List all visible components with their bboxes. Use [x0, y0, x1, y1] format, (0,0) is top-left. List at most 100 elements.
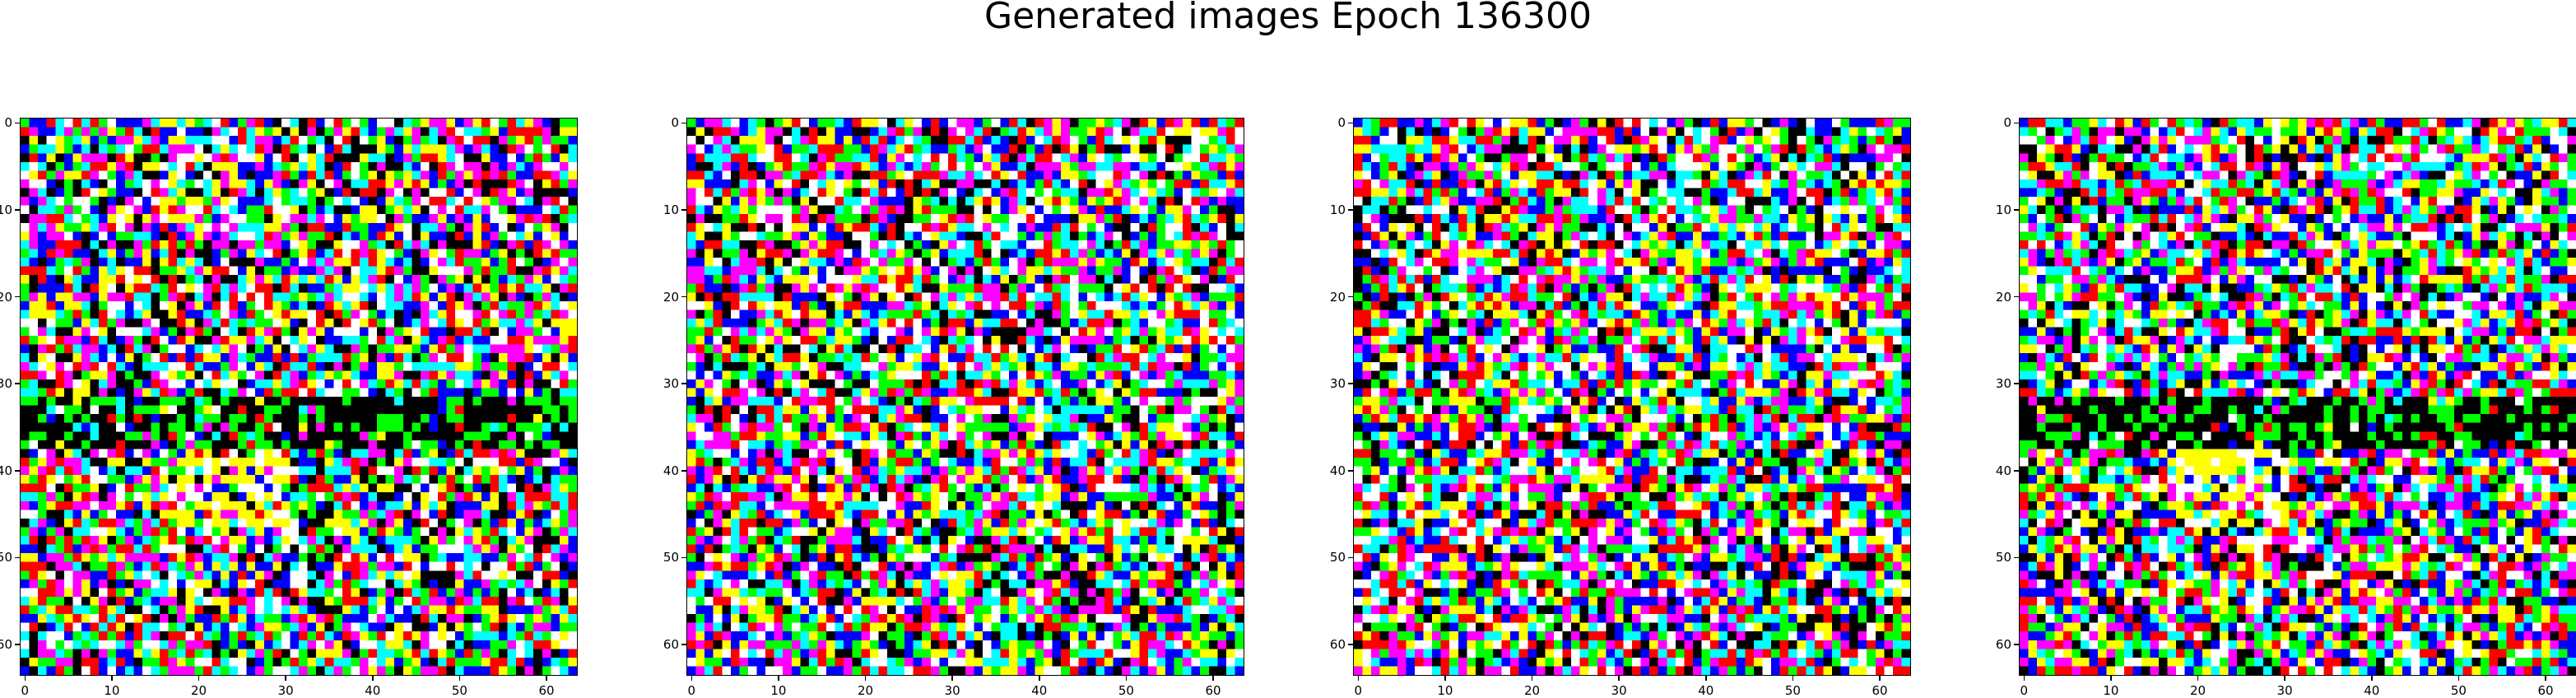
y-tick-label: 40	[663, 463, 679, 478]
y-tick-label: 20	[1329, 289, 1346, 305]
generated-image-2	[687, 119, 1244, 675]
x-tick-mark	[1444, 675, 1446, 681]
x-tick-label: 50	[451, 683, 467, 698]
x-tick-label: 50	[1784, 683, 1801, 698]
y-tick-label: 40	[1995, 463, 2011, 478]
y-tick-mark	[15, 644, 21, 645]
y-tick-mark	[681, 556, 687, 559]
x-tick-label: 50	[1118, 683, 1134, 698]
y-tick-label: 0	[671, 115, 679, 131]
x-tick-label: 20	[190, 683, 207, 698]
x-tick-label: 60	[538, 683, 555, 698]
x-tick-label: 60	[1872, 683, 1888, 698]
x-tick-mark	[951, 675, 953, 681]
y-tick-mark	[15, 295, 21, 298]
y-tick-mark	[2014, 383, 2020, 384]
y-tick-mark	[2014, 556, 2020, 559]
generated-image-4	[2020, 119, 2576, 675]
x-tick-label: 40	[2364, 683, 2380, 698]
y-tick-label: 10	[663, 202, 679, 217]
y-tick-label: 30	[1995, 376, 2011, 392]
y-tick-mark	[681, 295, 687, 298]
y-tick-label: 20	[0, 289, 12, 305]
x-tick-label: 60	[1205, 683, 1221, 698]
y-tick-label: 40	[1329, 463, 1346, 478]
y-tick-mark	[15, 383, 21, 384]
x-tick-label: 20	[2189, 683, 2206, 698]
y-tick-mark	[1348, 122, 1354, 124]
y-tick-mark	[1348, 470, 1354, 472]
x-tick-mark	[2545, 675, 2546, 681]
x-tick-mark	[1212, 675, 1214, 681]
x-tick-mark	[1039, 675, 1040, 681]
x-tick-mark	[864, 675, 867, 681]
x-tick-mark	[2197, 675, 2199, 681]
y-tick-label: 60	[1329, 637, 1346, 653]
y-tick-mark	[15, 556, 21, 559]
x-tick-mark	[2110, 675, 2112, 681]
x-tick-label: 10	[104, 683, 120, 698]
x-tick-label: 10	[1437, 683, 1453, 698]
image-panel-4: 0 10 20 30 40 50 60 0 10 20 30 40 50 60	[1996, 115, 2576, 698]
y-tick-label: 60	[1995, 637, 2011, 653]
x-tick-label: 40	[365, 683, 381, 698]
y-tick-label: 10	[1329, 202, 1346, 217]
y-tick-mark	[2014, 122, 2020, 124]
x-tick-label: 30	[277, 683, 294, 698]
x-tick-mark	[690, 675, 693, 681]
y-tick-label: 50	[663, 550, 679, 565]
x-tick-mark	[546, 675, 547, 681]
y-tick-label: 20	[663, 289, 679, 305]
y-tick-label: 0	[4, 115, 12, 131]
x-tick-label: 0	[21, 683, 30, 698]
x-tick-mark	[2371, 675, 2373, 681]
y-tick-mark	[681, 122, 687, 124]
x-tick-label: 0	[2020, 683, 2029, 698]
y-tick-label: 10	[0, 202, 12, 217]
x-tick-label: 0	[1354, 683, 1363, 698]
x-tick-mark	[458, 675, 461, 681]
figure-title: Generated images Epoch 136300	[983, 0, 1593, 37]
x-tick-mark	[2023, 675, 2025, 681]
y-tick-label: 0	[1337, 115, 1346, 131]
generated-image-1	[21, 119, 577, 675]
image-panel-1: 0 10 20 30 40 50 60 0 10 20 30 40 50 60	[0, 115, 578, 698]
y-tick-label: 50	[1329, 550, 1346, 565]
y-tick-label: 50	[0, 550, 12, 565]
x-tick-mark	[111, 675, 113, 681]
y-tick-mark	[15, 470, 21, 472]
x-tick-mark	[1125, 675, 1128, 681]
x-tick-mark	[198, 675, 200, 681]
x-tick-mark	[24, 675, 26, 681]
y-tick-mark	[1348, 209, 1354, 211]
y-tick-label: 60	[0, 637, 12, 653]
y-tick-label: 30	[0, 376, 12, 392]
y-tick-mark	[2014, 470, 2020, 472]
image-panel-3: 0 10 20 30 40 50 60 0 10 20 30 40 50 60	[1330, 115, 1911, 698]
x-tick-mark	[372, 675, 374, 681]
x-tick-mark	[2457, 675, 2460, 681]
y-tick-mark	[15, 122, 21, 124]
y-tick-mark	[681, 470, 687, 472]
y-tick-label: 10	[1995, 202, 2011, 217]
y-tick-label: 50	[1995, 550, 2011, 565]
x-tick-label: 50	[2450, 683, 2467, 698]
x-tick-mark	[778, 675, 779, 681]
y-tick-mark	[1348, 644, 1354, 645]
x-tick-label: 30	[2276, 683, 2293, 698]
x-tick-label: 40	[1031, 683, 1048, 698]
y-tick-label: 20	[1995, 289, 2011, 305]
x-tick-mark	[1792, 675, 1794, 681]
y-tick-mark	[2014, 644, 2020, 645]
y-tick-mark	[1348, 556, 1354, 559]
x-tick-mark	[1357, 675, 1360, 681]
x-tick-mark	[1705, 675, 1707, 681]
y-tick-mark	[681, 644, 687, 645]
y-tick-mark	[2014, 295, 2020, 298]
y-tick-mark	[15, 209, 21, 211]
x-tick-label: 30	[1611, 683, 1627, 698]
generated-image-3	[1354, 119, 1910, 675]
x-tick-label: 20	[857, 683, 874, 698]
y-tick-label: 30	[663, 376, 679, 392]
y-tick-label: 30	[1329, 376, 1346, 392]
